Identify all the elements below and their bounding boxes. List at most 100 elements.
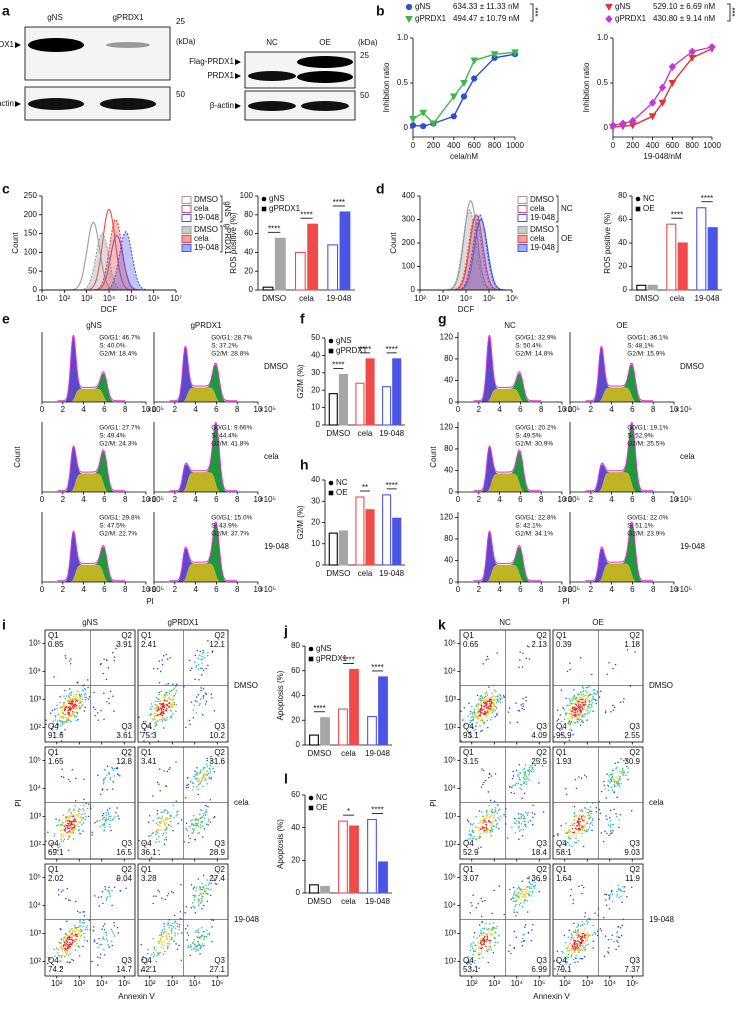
event-dot	[480, 835, 482, 837]
event-dot	[584, 915, 586, 918]
y-axis-label: Count	[13, 446, 22, 468]
event-dot	[478, 946, 480, 949]
unit-label: (kDa)	[176, 37, 196, 46]
event-dot	[108, 807, 111, 810]
event-dot	[521, 797, 523, 799]
event-dot	[102, 779, 105, 781]
event-dot	[167, 924, 169, 927]
event-dot	[204, 814, 207, 817]
event-dot	[109, 823, 111, 826]
event-dot	[512, 775, 515, 777]
event-dot	[53, 835, 55, 837]
y-tick-label: 10²	[444, 722, 456, 731]
event-dot	[526, 877, 529, 879]
event-dot	[154, 703, 157, 706]
event-dot	[197, 825, 200, 827]
event-dot	[207, 772, 210, 775]
event-dot	[158, 853, 161, 856]
event-dot	[580, 777, 583, 779]
event-dot	[194, 661, 196, 663]
event-dot	[491, 929, 494, 932]
event-dot	[57, 724, 60, 727]
event-dot	[203, 775, 205, 778]
event-dot	[78, 930, 80, 932]
event-dot	[66, 826, 68, 828]
event-dot	[529, 820, 532, 822]
event-dot	[83, 914, 86, 917]
event-dot	[163, 945, 165, 947]
event-dot	[157, 700, 159, 703]
event-dot	[480, 702, 483, 704]
phase-g2	[473, 451, 542, 492]
event-dot	[564, 970, 567, 973]
event-dot	[623, 698, 625, 700]
row-label: DMSO	[264, 362, 288, 371]
event-dot	[570, 949, 573, 952]
event-dot	[196, 944, 198, 947]
event-dot	[202, 930, 205, 933]
event-dot	[560, 689, 563, 691]
event-dot	[109, 690, 112, 693]
event-dot	[596, 691, 599, 693]
event-dot	[151, 712, 153, 715]
event-dot	[566, 961, 568, 963]
event-dot	[206, 929, 208, 931]
event-dot	[510, 791, 512, 794]
event-dot	[480, 718, 483, 721]
x-tick-label: 2	[173, 495, 178, 504]
event-dot	[206, 887, 208, 889]
event-dot	[196, 929, 198, 932]
event-dot	[200, 945, 202, 947]
event-dot	[202, 773, 205, 775]
event-dot	[103, 658, 105, 660]
event-dot	[156, 720, 159, 723]
y-tick-label: 0	[449, 487, 454, 496]
event-dot	[472, 969, 475, 972]
event-dot	[572, 831, 574, 834]
event-dot	[580, 815, 583, 818]
event-dot	[582, 698, 584, 701]
event-dot	[199, 667, 202, 670]
legend-label: OE	[316, 803, 328, 812]
event-dot	[524, 811, 527, 813]
event-dot	[61, 768, 63, 770]
event-dot	[480, 915, 483, 918]
event-dot	[97, 774, 99, 777]
event-dot	[198, 903, 200, 905]
phase-stat: G2/M: 30.9%	[515, 441, 553, 448]
event-dot	[528, 646, 530, 648]
event-dot	[569, 709, 572, 712]
event-dot	[577, 961, 579, 963]
event-dot	[153, 717, 155, 720]
event-dot	[479, 724, 481, 727]
event-dot	[149, 713, 152, 715]
event-dot	[484, 817, 487, 819]
event-dot	[200, 936, 202, 938]
event-dot	[613, 808, 615, 810]
legend-marker	[605, 14, 613, 24]
event-dot	[621, 924, 624, 927]
event-dot	[99, 957, 101, 959]
event-dot	[207, 664, 209, 666]
event-dot	[106, 765, 109, 767]
x-tick-label: 10⁵	[626, 979, 638, 988]
event-dot	[88, 695, 91, 698]
event-dot	[469, 838, 472, 840]
event-dot	[117, 932, 120, 934]
event-dot	[165, 653, 168, 656]
arrow	[15, 42, 21, 48]
event-dot	[580, 706, 582, 709]
event-dot	[492, 695, 494, 697]
event-dot	[568, 844, 571, 846]
event-dot	[575, 934, 578, 937]
bar	[707, 227, 718, 291]
event-dot	[472, 829, 474, 832]
event-dot	[68, 808, 71, 811]
event-dot	[582, 690, 585, 692]
event-dot	[208, 932, 211, 935]
event-dot	[213, 771, 216, 773]
x-tick-label: 600	[666, 141, 680, 150]
event-dot	[73, 711, 76, 713]
event-dot	[54, 708, 56, 710]
event-dot	[166, 810, 169, 812]
